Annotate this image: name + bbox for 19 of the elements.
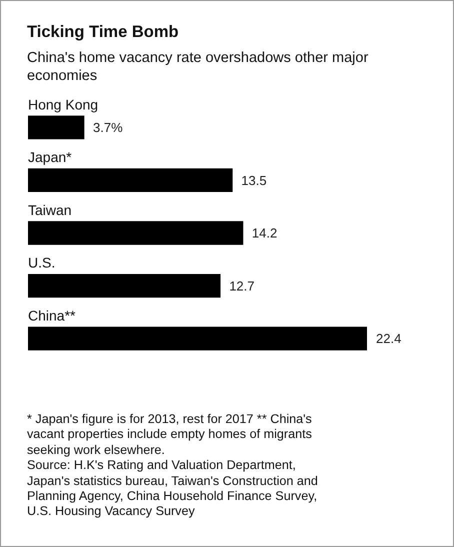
bar xyxy=(28,221,244,245)
data-label: 22.4 xyxy=(376,331,402,346)
y-tick-label: Hong Kong xyxy=(28,96,98,112)
bar xyxy=(28,116,84,140)
y-tick-label: Japan* xyxy=(28,149,72,166)
text: * Japan's figure is for 2013, rest for 2017 ** China's vacant properties include empty homes of migrants seeking work elsewhere. xyxy=(27,412,313,458)
bar xyxy=(28,326,367,350)
data-label: 3.7% xyxy=(92,120,124,135)
data-label: 14.2 xyxy=(252,226,278,241)
data-label: 12.7 xyxy=(229,278,255,294)
data-label: 13.5 xyxy=(241,172,267,188)
source-note: Source: H.K's Rating and Valuation Department, Japan's statistics bureau, Taiwan's Construction and Planning Agency, China Household Finance Survey, U.S. Housing Vacancy Survey xyxy=(27,458,319,520)
bar xyxy=(28,168,233,192)
chart-title: Ticking Time Bomb xyxy=(27,22,179,42)
y-tick-label: Taiwan xyxy=(28,202,72,218)
y-tick-label: China** xyxy=(28,307,76,324)
chart-subtitle: China's home vacancy rate overshadows other major economies xyxy=(27,50,370,85)
y-tick-label: U.S. xyxy=(28,254,56,271)
bar xyxy=(28,274,221,298)
